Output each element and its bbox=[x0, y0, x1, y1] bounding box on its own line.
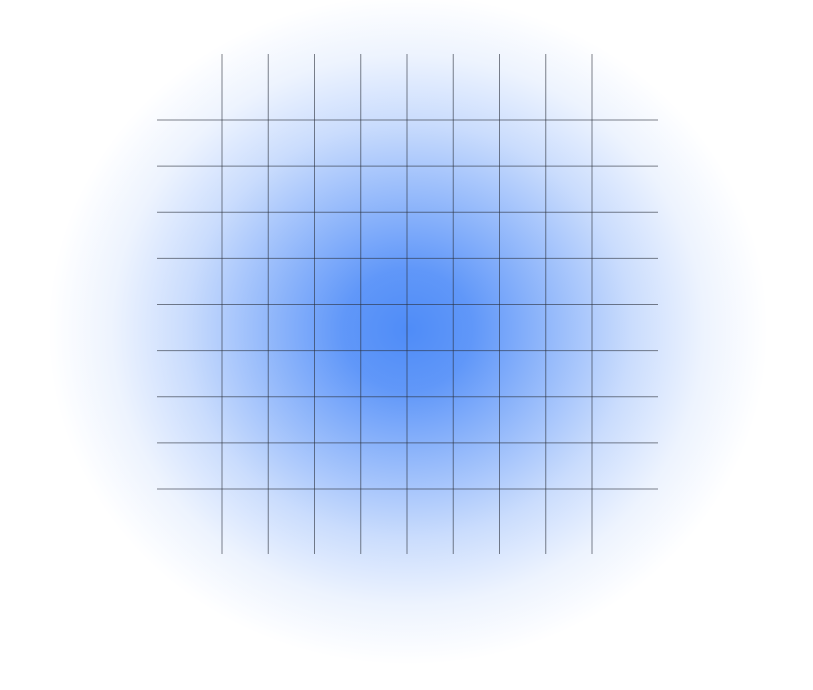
grid-overlay bbox=[157, 54, 658, 554]
